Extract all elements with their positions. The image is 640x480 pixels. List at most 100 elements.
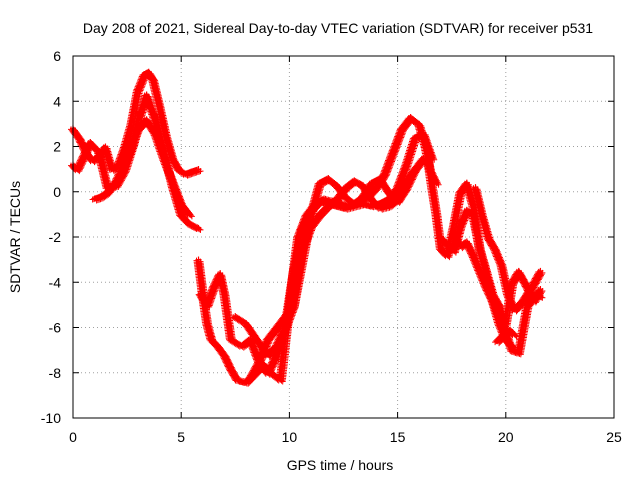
data-point bbox=[450, 247, 457, 254]
data-point bbox=[195, 166, 202, 173]
data-point bbox=[137, 111, 144, 118]
grid-lines bbox=[73, 56, 614, 418]
data-point bbox=[502, 329, 509, 336]
data-point bbox=[299, 256, 306, 263]
data-point bbox=[463, 206, 470, 213]
series-track-e bbox=[195, 129, 438, 378]
data-point bbox=[433, 211, 440, 218]
data-point bbox=[511, 331, 518, 338]
data-point bbox=[214, 342, 221, 349]
data-point bbox=[351, 177, 358, 184]
data-point bbox=[416, 120, 423, 127]
data-point bbox=[134, 86, 141, 93]
data-point bbox=[351, 200, 358, 207]
data-point bbox=[189, 168, 196, 175]
data-point bbox=[368, 195, 375, 202]
data-point bbox=[429, 184, 436, 191]
data-point bbox=[277, 376, 284, 383]
data-point bbox=[325, 175, 332, 182]
data-point bbox=[204, 319, 211, 326]
data-point bbox=[104, 188, 111, 195]
data-point bbox=[227, 335, 234, 342]
data-point bbox=[334, 195, 341, 202]
data-point bbox=[515, 349, 522, 356]
data-point bbox=[411, 166, 418, 173]
series-markers bbox=[195, 129, 438, 378]
data-point bbox=[476, 267, 483, 274]
data-point bbox=[273, 342, 280, 349]
data-point bbox=[450, 222, 457, 229]
data-point bbox=[247, 374, 254, 381]
data-point bbox=[528, 283, 535, 290]
data-point bbox=[334, 181, 341, 188]
data-point bbox=[385, 188, 392, 195]
data-point bbox=[437, 245, 444, 252]
y-tick-label: -10 bbox=[41, 410, 61, 426]
data-point bbox=[145, 68, 152, 75]
data-point bbox=[143, 116, 150, 123]
data-point bbox=[498, 261, 505, 268]
data-point bbox=[182, 170, 189, 177]
data-point bbox=[444, 252, 451, 259]
x-tick-label: 10 bbox=[282, 429, 298, 445]
data-point bbox=[108, 166, 115, 173]
data-point bbox=[74, 166, 81, 173]
data-point bbox=[143, 91, 150, 98]
data-point bbox=[232, 313, 239, 320]
data-point bbox=[411, 134, 418, 141]
y-tick-label: -6 bbox=[49, 320, 62, 336]
data-point bbox=[210, 283, 217, 290]
data-point bbox=[178, 211, 185, 218]
data-point bbox=[381, 170, 388, 177]
data-point bbox=[342, 184, 349, 191]
data-point bbox=[243, 319, 250, 326]
axis-ticks: 0 5 10 15 20 25 -10 -8 -6 -4 -2 0 2 4 6 bbox=[41, 48, 622, 445]
data-point bbox=[457, 243, 464, 250]
data-point bbox=[76, 134, 83, 141]
data-point bbox=[489, 297, 496, 304]
data-point bbox=[95, 148, 102, 155]
data-point bbox=[163, 132, 170, 139]
data-point bbox=[256, 358, 263, 365]
data-point bbox=[178, 200, 185, 207]
series-track-g bbox=[245, 154, 429, 383]
y-axis-label: SDTVAR / TECUs bbox=[7, 181, 23, 293]
data-point bbox=[221, 351, 228, 358]
data-point bbox=[537, 267, 544, 274]
x-axis-label: GPS time / hours bbox=[287, 457, 394, 473]
data-point bbox=[316, 179, 323, 186]
data-point bbox=[253, 335, 260, 342]
data-point bbox=[470, 202, 477, 209]
data-point bbox=[238, 342, 245, 349]
series-track-c bbox=[89, 116, 195, 220]
data-point bbox=[195, 224, 202, 231]
data-point bbox=[91, 195, 98, 202]
data-point bbox=[515, 267, 522, 274]
x-tick-label: 0 bbox=[69, 429, 77, 445]
y-tick-label: -4 bbox=[49, 274, 62, 290]
y-tick-label: 6 bbox=[53, 48, 61, 64]
data-point bbox=[394, 197, 401, 204]
data-point bbox=[342, 204, 349, 211]
data-point bbox=[217, 270, 224, 277]
data-point bbox=[264, 369, 271, 376]
data-point bbox=[156, 102, 163, 109]
data-point bbox=[234, 376, 241, 383]
data-point bbox=[496, 313, 503, 320]
data-point bbox=[407, 114, 414, 121]
data-point bbox=[152, 116, 159, 123]
data-point bbox=[507, 326, 514, 333]
data-point bbox=[80, 152, 87, 159]
data-point bbox=[424, 154, 431, 161]
series-track-l bbox=[492, 326, 520, 347]
data-point bbox=[398, 125, 405, 132]
data-point bbox=[186, 220, 193, 227]
data-point bbox=[509, 279, 516, 286]
data-point bbox=[420, 129, 427, 136]
data-point bbox=[150, 75, 157, 82]
data-point bbox=[152, 129, 159, 136]
data-point bbox=[102, 143, 109, 150]
data-point bbox=[483, 283, 490, 290]
data-point bbox=[494, 338, 501, 345]
data-point bbox=[498, 333, 505, 340]
